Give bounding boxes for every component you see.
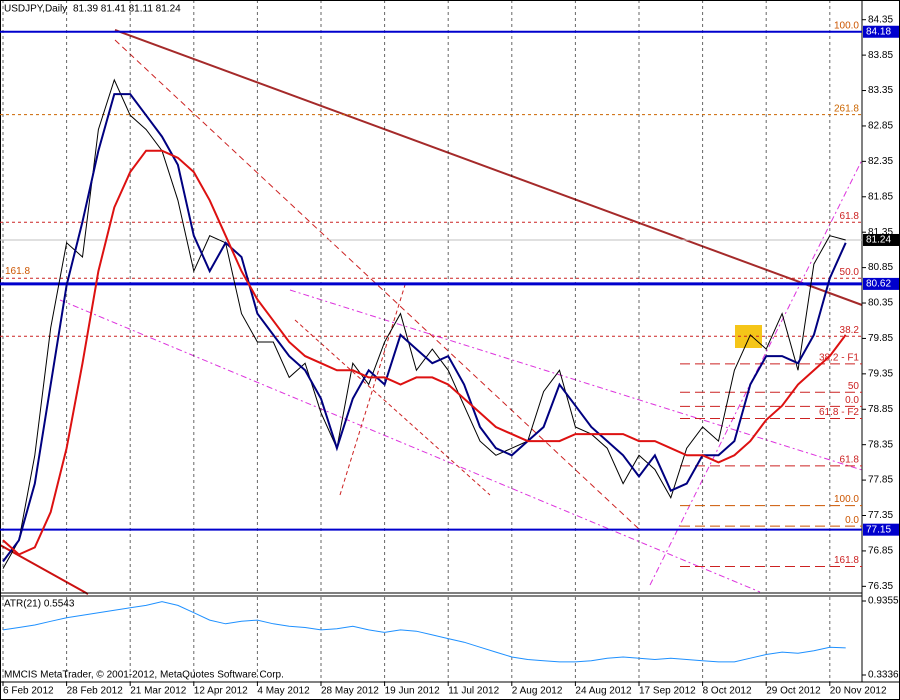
- x-tick-label: 17 Sep 2012: [639, 686, 696, 697]
- x-tick-label: 29 Oct 2012: [766, 686, 821, 697]
- fib-label: 100.0: [834, 494, 859, 505]
- y-tick-label: 81.35: [868, 227, 893, 238]
- price-tag: [863, 523, 899, 536]
- fib-label: 0.0: [845, 395, 859, 406]
- fib-label: 161.8: [834, 555, 859, 566]
- series-line: [2, 93, 847, 563]
- y-tick-label: 0.3336: [868, 670, 899, 681]
- x-tick-label: 24 Aug 2012: [575, 686, 632, 697]
- fib-label: 161.8: [5, 266, 30, 277]
- x-tick-label: 21 Mar 2012: [130, 686, 187, 697]
- channel-line: [59, 299, 761, 593]
- series-line: [2, 78, 846, 569]
- y-tick-label: 80.85: [868, 262, 893, 273]
- x-tick-label: 11 Jul 2012: [448, 686, 499, 697]
- price-tag: [863, 277, 899, 290]
- y-tick-label: 83.85: [868, 50, 893, 61]
- fib-label: 38.2 - F1: [819, 353, 859, 364]
- price-tag-label: 80.62: [866, 279, 891, 290]
- x-tick-label: 2 Aug 2012: [512, 686, 563, 697]
- fib-label: 38.2: [840, 325, 860, 336]
- price-tag-label: 81.24: [866, 235, 891, 246]
- x-tick-label: 8 Oct 2012: [703, 686, 752, 697]
- y-tick-label: 82.35: [868, 156, 893, 167]
- y-tick-label: 0.9355: [868, 596, 899, 607]
- y-tick-label: 79.35: [868, 368, 893, 379]
- y-tick-label: 77.35: [868, 510, 893, 521]
- trend-line: [114, 29, 863, 306]
- y-tick-label: 79.85: [868, 333, 893, 344]
- x-tick-label: 6 Feb 2012: [3, 686, 54, 697]
- y-tick-label: 83.35: [868, 85, 893, 96]
- series-line: [2, 149, 847, 556]
- atr-label: ATR(21) 0.5543: [4, 599, 75, 610]
- x-tick-label: 20 Nov 2012: [830, 686, 887, 697]
- price-tag: [863, 233, 899, 246]
- y-tick-label: 82.85: [868, 121, 893, 132]
- fib-label: 61.8: [840, 455, 860, 466]
- y-tick-label: 76.85: [868, 546, 893, 557]
- price-tag-label: 77.15: [866, 524, 891, 535]
- x-tick-label: 28 Feb 2012: [67, 686, 124, 697]
- x-tick-label: 28 May 2012: [321, 686, 379, 697]
- footer: MMCIS MetaTrader, © 2001-2012, MetaQuote…: [4, 670, 284, 681]
- highlight-box: [735, 325, 762, 348]
- fib-label: 61.8: [840, 211, 860, 222]
- fan-line: [294, 319, 491, 496]
- fib-label: 261.8: [834, 103, 859, 114]
- x-tick-label: 4 May 2012: [257, 686, 310, 697]
- y-tick-label: 81.85: [868, 191, 893, 202]
- chart-title: USDJPY,Daily: [4, 4, 67, 15]
- fib-label: 50: [848, 381, 860, 392]
- price-tag-label: 84.18: [866, 26, 891, 37]
- fib-label: 100.0: [834, 20, 859, 31]
- atr-line: [2, 601, 846, 663]
- channel-line: [649, 159, 863, 586]
- y-tick-label: 80.35: [868, 298, 893, 309]
- quote: 81.39 81.41 81.11 81.24: [73, 4, 181, 15]
- fib-label: 0.0: [845, 515, 859, 526]
- y-tick-label: 78.85: [868, 404, 893, 415]
- fib-label: 61.8 - F2: [819, 407, 859, 418]
- y-tick-label: 78.35: [868, 439, 893, 450]
- y-tick-label: 84.35: [868, 14, 893, 25]
- y-tick-label: 76.35: [868, 581, 893, 592]
- x-tick-label: 19 Jun 2012: [385, 686, 440, 697]
- price-tag: [863, 25, 899, 38]
- fib-label: 50.0: [840, 267, 860, 278]
- y-tick-label: 77.85: [868, 475, 893, 486]
- trend-line: [0, 544, 89, 595]
- fan-line: [339, 284, 406, 496]
- x-tick-label: 12 Apr 2012: [194, 686, 248, 697]
